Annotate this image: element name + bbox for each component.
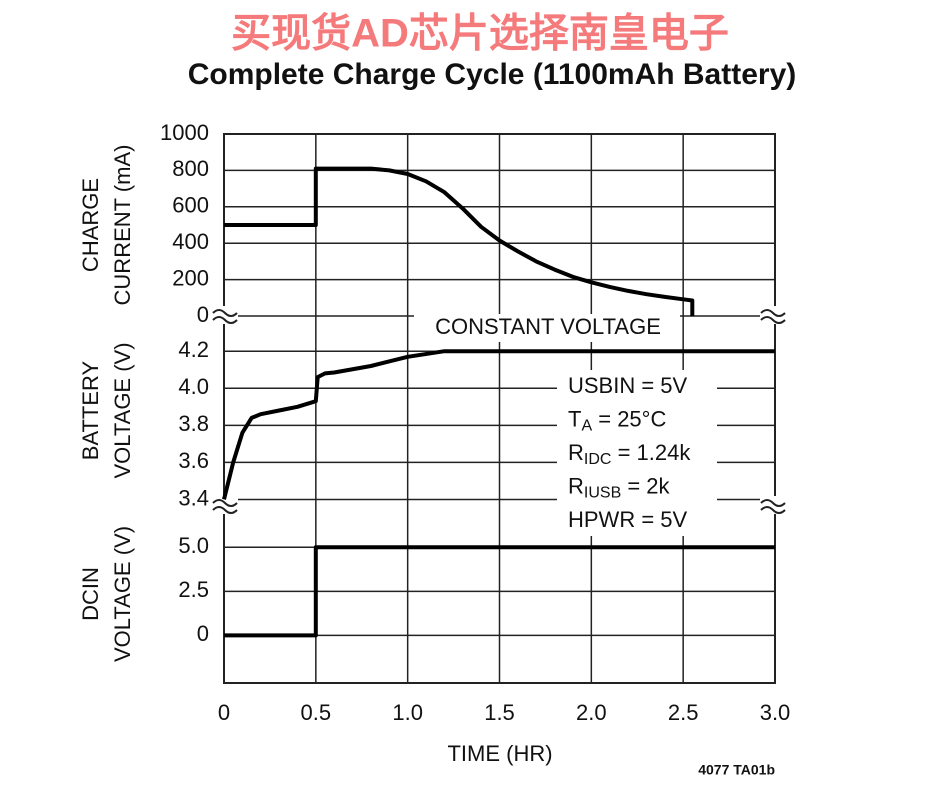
axis-breaks [212,306,788,514]
condition: HPWR = 5V [568,507,688,532]
condition-part: = 2k [621,473,670,498]
condition-part: IUSB [584,484,621,501]
data-line [224,166,695,316]
annotation: CONSTANT VOLTAGE [435,314,661,339]
condition-part: T [568,406,581,431]
y-tick-label: 0 [197,621,209,646]
x-tick-label: 3.0 [760,700,791,725]
y-axis-label: VOLTAGE (V) [110,342,135,478]
x-tick-label: 1.5 [484,700,515,725]
condition-part: R [568,473,584,498]
y-tick-label: 5.0 [178,533,209,558]
y-axis-label: CURRENT (mA) [110,145,135,306]
condition-part: R [568,440,584,465]
annotation-bg [414,314,680,342]
chart-title: Complete Charge Cycle (1100mAh Battery) [188,58,797,91]
conditions-bg [557,370,717,536]
condition: RIUSB = 2k [568,473,671,501]
condition-part: = 1.24k [611,440,691,465]
x-tick-label: 0.5 [301,700,332,725]
data-line [224,545,775,638]
y-tick-label: 0 [197,302,209,327]
x-tick-label: 0 [218,700,230,725]
y-tick-label: 3.6 [178,448,209,473]
y-tick-label: 200 [172,265,209,290]
y-tick-label: 600 [172,193,209,218]
data-line [222,349,775,500]
y-axis-label: VOLTAGE (V) [110,526,135,662]
condition-part: USBIN = 5V [568,373,688,398]
y-tick-label: 2.5 [178,577,209,602]
condition: RIDC = 1.24k [568,440,691,468]
condition-part: HPWR = 5V [568,507,688,532]
watermark: 买现货AD芯片选择南皇电子 [231,12,729,56]
y-axis-label: DCIN [78,567,103,621]
y-axis-label: BATTERY [78,360,103,460]
y-tick-label: 1000 [160,120,209,145]
y-tick-label: 4.2 [178,337,209,362]
plot-frame [223,133,776,684]
y-tick-label: 3.4 [178,485,209,510]
y-tick-label: 4.0 [178,374,209,399]
condition: TA = 25°C [568,406,666,434]
condition-part: IDC [584,451,612,468]
condition-part: = 25°C [592,406,666,431]
y-axis-label: CHARGE [78,178,103,272]
x-tick-label: 2.0 [576,700,607,725]
x-tick-label: 2.5 [668,700,699,725]
condition-part: A [581,417,592,434]
y-tick-label: 3.8 [178,411,209,436]
condition: USBIN = 5V [568,373,688,398]
y-tick-label: 800 [172,156,209,181]
footer: 4077 TA01b [698,762,775,778]
x-tick-label: 1.0 [392,700,423,725]
y-tick-label: 400 [172,229,209,254]
x-axis-label: TIME (HR) [447,741,552,766]
